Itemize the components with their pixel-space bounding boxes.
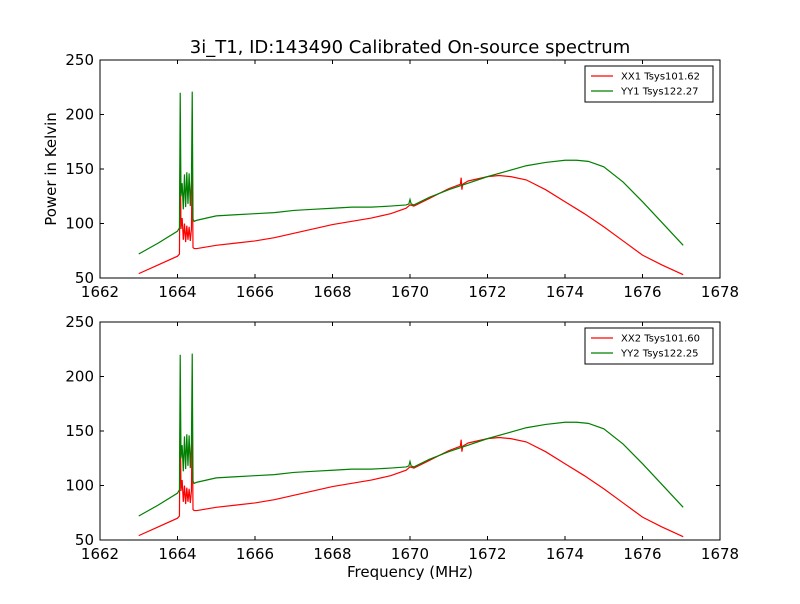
x-tick-label: 1668: [313, 283, 351, 301]
series-line-yy2: [138, 353, 684, 517]
legend: XX1 Tsys101.62 YY1 Tsys122.27: [584, 65, 714, 103]
x-tick-label: 1670: [391, 545, 429, 563]
series-line-xx1: [138, 147, 684, 276]
series-line-xx2: [138, 409, 684, 538]
x-tick-label: 1672: [468, 283, 506, 301]
y-tick-label: 100: [65, 215, 94, 233]
y-tick-label: 150: [65, 160, 94, 178]
x-tick-label: 1666: [236, 545, 274, 563]
x-tick-label: 1676: [623, 545, 661, 563]
x-tick-label: 1664: [158, 283, 196, 301]
x-tick-label: 1664: [158, 545, 196, 563]
x-tick-label: 1674: [546, 545, 584, 563]
x-tick-label: 1668: [313, 545, 351, 563]
legend-label: XX2 Tsys101.60: [621, 334, 700, 345]
y-tick-label: 150: [65, 422, 94, 440]
top-plot: 1662 1664 1666 1668 1670 1672 1674 1676 1678 50 10…: [65, 51, 739, 301]
bottom-plot: 1662 1664 1666 1668 1670 1672 1674 1676 1678 50 10…: [65, 313, 739, 563]
y-tick-label: 200: [65, 368, 94, 386]
legend-box: [584, 65, 714, 103]
y-tick-label: 250: [65, 51, 94, 69]
x-tick-label: 1678: [701, 545, 739, 563]
y-tick-label: 100: [65, 477, 94, 495]
x-axis-label: Frequency (MHz): [347, 563, 473, 581]
legend-label: XX1 Tsys101.62: [621, 72, 700, 83]
series-line-yy1: [138, 91, 684, 255]
x-tick-label: 1676: [623, 283, 661, 301]
legend-label: YY1 Tsys122.27: [620, 87, 699, 98]
y-tick-label: 50: [75, 531, 94, 549]
legend-label: YY2 Tsys122.25: [620, 349, 699, 360]
x-tick-label: 1670: [391, 283, 429, 301]
y-tick-label: 200: [65, 106, 94, 124]
y-tick-label: 250: [65, 313, 94, 331]
y-axis-label: Power in Kelvin: [42, 112, 60, 226]
x-tick-label: 1678: [701, 283, 739, 301]
x-tick-label: 1662: [81, 545, 119, 563]
chart-title: 3i_T1, ID:143490 Calibrated On-source sp…: [190, 37, 631, 58]
x-tick-label: 1674: [546, 283, 584, 301]
legend: XX2 Tsys101.60 YY2 Tsys122.25: [584, 327, 714, 365]
x-tick-label: 1662: [81, 283, 119, 301]
x-tick-label: 1666: [236, 283, 274, 301]
y-tick-label: 50: [75, 269, 94, 287]
x-tick-label: 1672: [468, 545, 506, 563]
legend-box: [584, 327, 714, 365]
